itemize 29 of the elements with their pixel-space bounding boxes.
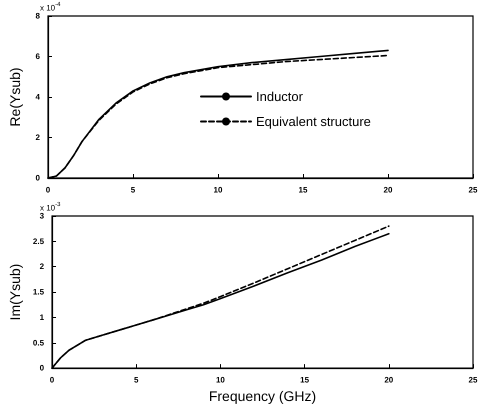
legend-label: Equivalent structure [256,114,371,129]
y-tick-label: 1.5 [32,288,45,297]
x-tick-label: 25 [468,186,478,194]
x-tick-label: 10 [216,376,226,385]
x-tick-label: 15 [300,376,310,385]
x-tick-label: 15 [298,186,308,194]
x-tick-label: 0 [50,376,55,385]
x-tick-label: 25 [468,376,478,385]
y-tick-label: 1 [40,312,45,322]
y-axis-title: Re(Ysub) [7,67,23,127]
y-axis-title: Im(Ysub) [7,264,23,320]
x-axis-title: Frequency (GHz) [208,388,316,404]
x-tick-label: 20 [384,186,393,194]
x-tick-label: 5 [130,186,136,194]
y-tick-label: 8 [36,12,41,20]
y-tick-label: 0 [36,174,41,182]
x-tick-label: 20 [384,376,394,385]
y-tick-label: 4 [36,92,41,102]
y-tick-label: 2 [40,262,45,272]
x-tick-label: 0 [46,186,51,194]
legend-label: Inductor [256,89,304,104]
y-tick-label: 3 [40,212,45,220]
y-tick-label: 2.5 [32,236,45,246]
y-tick-label: 0.5 [32,338,45,348]
y-tick-label: 6 [36,52,41,61]
x-tick-label: 10 [214,186,223,194]
x-tick-label: 5 [134,376,139,385]
y-tick-label: 2 [36,133,41,142]
y-tick-label: 0 [40,364,45,373]
